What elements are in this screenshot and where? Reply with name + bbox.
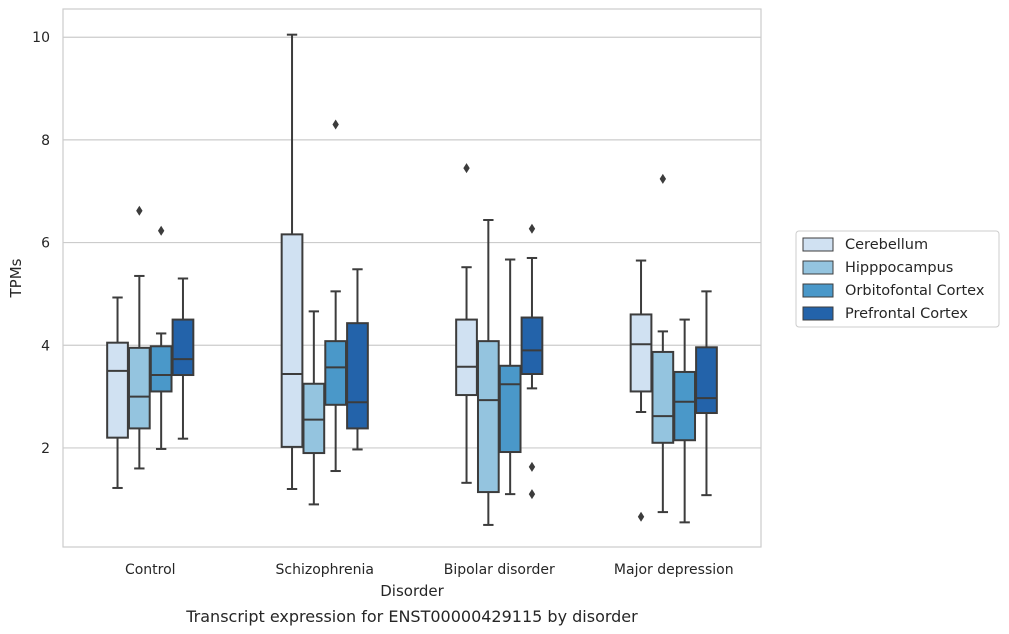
box-body [629,313,653,393]
box-body [346,322,369,430]
plot-frame [62,8,762,548]
box-2-2 [498,258,522,496]
box-2-0 [149,225,173,450]
legend-swatch [802,283,834,298]
legend-frame [795,230,1000,328]
y-tick-label: 8 [41,133,50,149]
box-body [476,340,500,494]
x-tick-labels: Control Schizophrenia Bipolar disorder Majo… [125,562,734,578]
x-tick-label: Schizophrenia [276,562,374,578]
box-3-3 [695,290,718,497]
box-1-0 [127,205,151,470]
box-body [127,346,151,430]
y-tick-label: 4 [41,338,50,354]
outlier-point [463,163,470,174]
legend: Cerebellum Hipppocampus Orbitofontal Corte… [795,230,1000,328]
box-body [455,318,478,397]
legend-swatch [802,260,834,275]
y-tick-label: 6 [41,236,50,252]
y-tick-label: 2 [41,441,50,457]
legend-label: Orbitofontal Cortex [845,283,985,299]
box-1-3 [651,173,675,514]
outlier-point [136,205,143,216]
x-axis-label: Disorder [380,582,444,600]
box-body [695,346,718,415]
box-body [651,350,675,444]
box-groups [106,33,718,526]
box-body [302,382,326,455]
x-tick-label: Bipolar disorder [444,562,555,578]
y-tick-labels: 2 4 6 8 10 [32,30,50,457]
box-body [673,370,697,442]
box-body [324,340,348,406]
box-0-2 [455,163,478,484]
plot-area [63,9,761,547]
y-axis-label: TPMs [7,258,25,298]
box-2-3 [673,318,697,524]
legend-swatch [802,306,834,321]
box-1-1 [302,310,326,506]
outlier-point [157,225,165,236]
outlier-point [332,119,339,130]
box-body [106,341,129,439]
legend-swatch [802,237,834,252]
x-tick-label: Major depression [614,562,734,578]
box-body [171,318,195,377]
outlier-point [528,489,536,500]
outlier-point [528,461,536,472]
box-body [149,345,173,393]
legend-label: Prefrontal Cortex [845,306,968,322]
chart-caption: Transcript expression for ENST0000042911… [185,607,638,626]
box-1-2 [476,218,500,526]
box-0-3 [629,259,653,522]
x-tick-label: Control [125,562,176,578]
box-0-1 [280,33,304,490]
y-tick-label: 10 [32,30,50,46]
box-3-0 [171,277,195,440]
box-2-1 [324,119,348,473]
legend-label: Cerebellum [845,237,928,253]
box-0-0 [106,296,129,489]
box-3-1 [346,268,369,451]
outlier-point [637,511,645,522]
box-body [520,316,544,375]
box-body [280,233,304,448]
outlier-point [528,223,536,234]
box-body [498,364,522,454]
legend-label: Hipppocampus [845,260,953,276]
outlier-point [659,173,667,184]
box-3-2 [520,223,544,500]
